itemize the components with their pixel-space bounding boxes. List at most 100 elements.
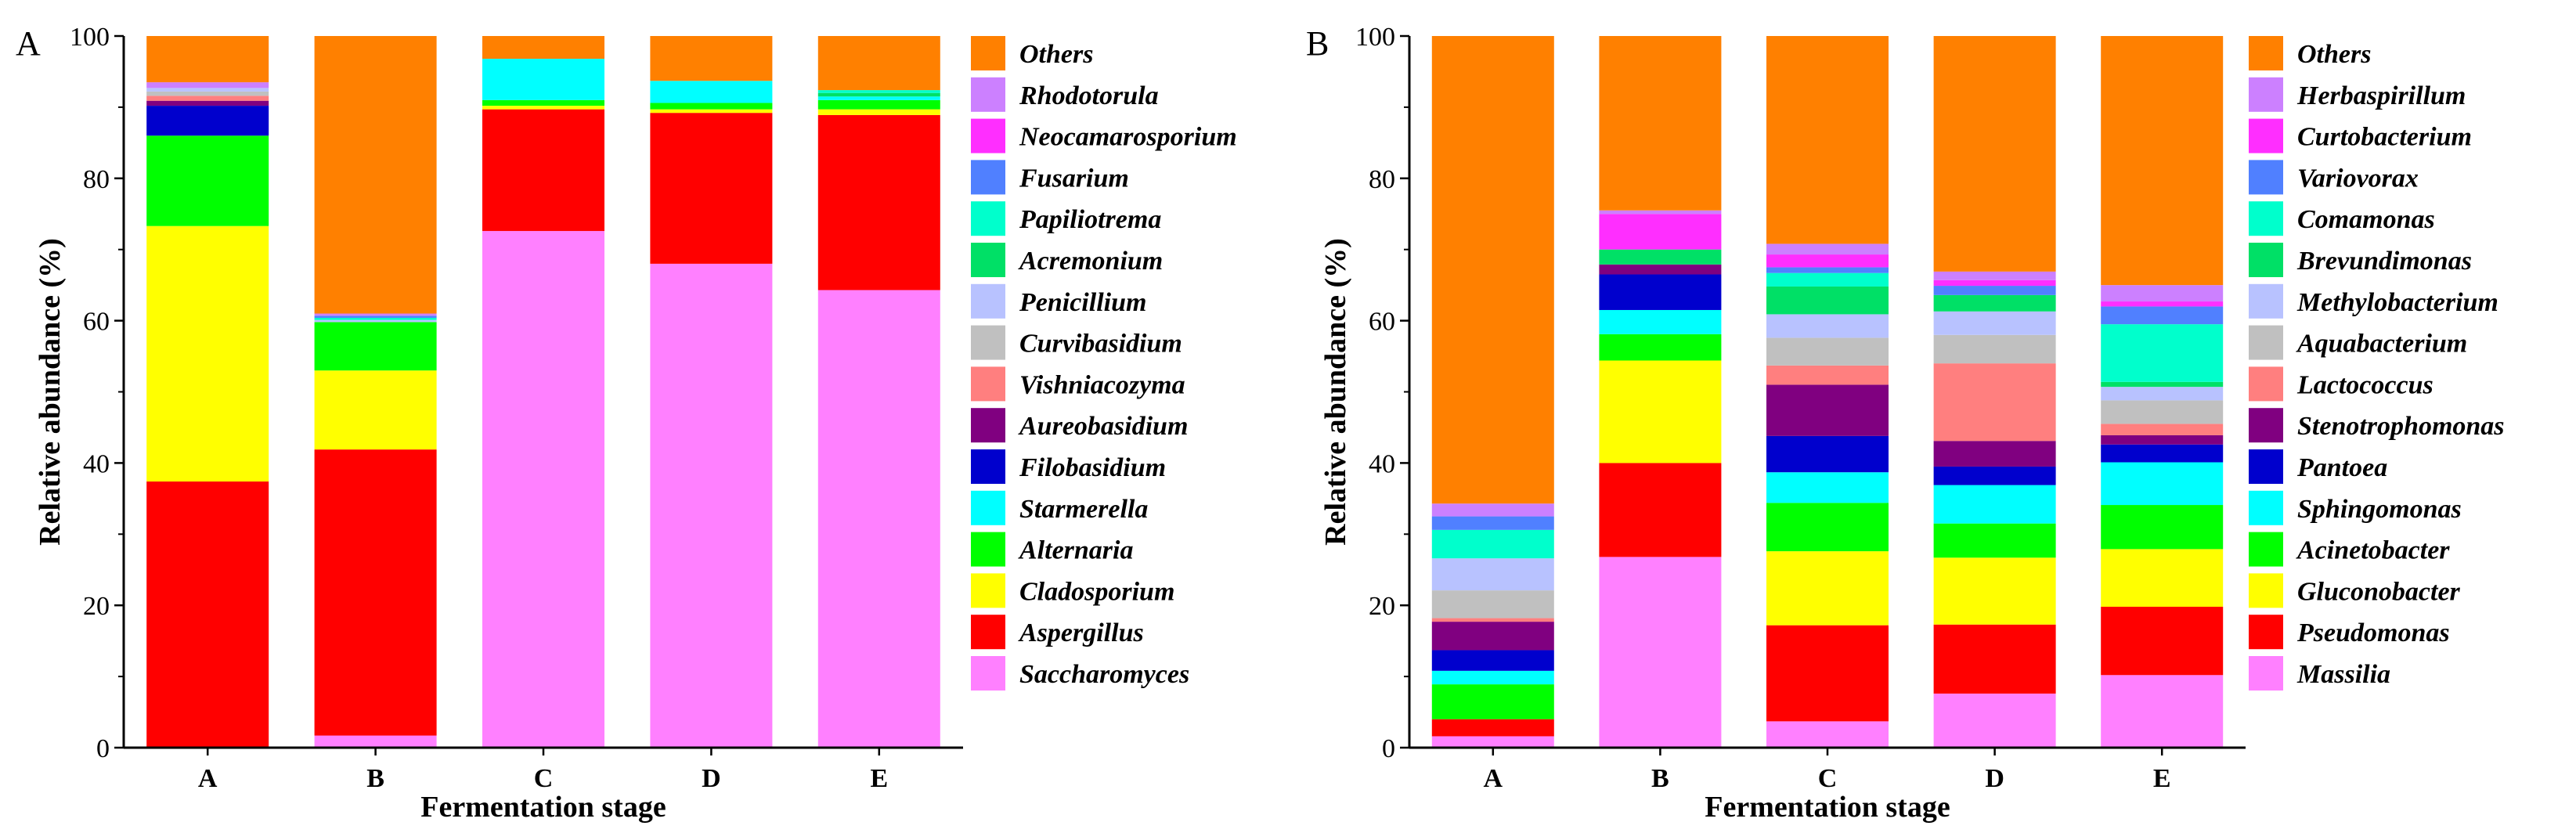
bar-segment-C-curtobacterium	[1766, 254, 1889, 268]
legend-swatch-curtobacterium	[2249, 118, 2283, 153]
panel-label: B	[1306, 24, 1329, 63]
bar-segment-E-herbaspirillum	[2101, 285, 2224, 302]
bar-segment-D-cladosporium	[650, 109, 773, 114]
bar-segment-B-brevundimonas	[1599, 249, 1722, 265]
y-tick-label: 80	[1369, 165, 1395, 194]
y-tick-label: 20	[83, 592, 110, 621]
bar-segment-B-papiliotrema	[314, 317, 437, 320]
bar-segment-C-cladosporium	[482, 106, 604, 110]
legend-label-alternaria: Alternaria	[1018, 536, 1133, 565]
legend-label-curtobacterium: Curtobacterium	[2297, 123, 2472, 152]
panel-label: A	[16, 24, 41, 63]
x-tick-label: A	[198, 764, 218, 793]
bar-segment-E-gluconobacter	[2101, 549, 2224, 608]
legend-label-others: Others	[1019, 40, 1093, 69]
legend-label-brevundimonas: Brevundimonas	[2296, 247, 2472, 276]
bar-segment-A-rhodotorula	[146, 82, 269, 88]
bar-segment-E-comamonas	[2101, 324, 2224, 382]
legend-swatch-acremonium	[971, 243, 1005, 277]
bar-segment-C-herbaspirillum	[1766, 243, 1889, 255]
bar-segment-C-starmerella	[482, 59, 604, 100]
bar-segment-B-cladosporium	[314, 370, 437, 450]
legend-swatch-gluconobacter	[2249, 573, 2283, 608]
y-tick-label: 60	[1369, 308, 1395, 337]
legend-label-lactococcus: Lactococcus	[2296, 370, 2433, 399]
legend-swatch-sphingomonas	[2249, 490, 2283, 525]
legend-label-penicillium: Penicillium	[1019, 288, 1146, 317]
bar-segment-C-methylobacterium	[1766, 314, 1889, 338]
x-tick-label: B	[1651, 764, 1669, 793]
bar-segment-A-filobasidium	[146, 106, 269, 136]
bar-segment-D-others	[650, 36, 773, 81]
bar-segment-A-vishniacozyma	[146, 96, 269, 101]
bar-segment-A-sphingomonas	[1431, 670, 1554, 685]
bar-segment-D-sphingomonas	[1933, 485, 2056, 524]
legend-swatch-massilia	[2249, 656, 2283, 691]
legend-swatch-starmerella	[971, 490, 1005, 525]
bar-segment-E-starmerella	[817, 96, 940, 100]
bar-segment-C-variovorax	[1766, 267, 1889, 273]
bar-segment-B-penicillium	[314, 319, 437, 323]
legend-label-others: Others	[2297, 40, 2371, 69]
bar-segment-D-aquabacterium	[1933, 334, 2056, 364]
x-tick-label: E	[2153, 764, 2171, 793]
bar-segment-E-pantoea	[2101, 444, 2224, 463]
bar-segment-C-brevundimonas	[1766, 286, 1889, 315]
legend-swatch-others	[971, 36, 1005, 70]
bar-segment-E-pseudomonas	[2101, 607, 2224, 676]
bar-segment-E-others	[2101, 36, 2224, 286]
bar-segment-A-stenotrophomonas	[1431, 622, 1554, 651]
bar-segment-C-others	[1766, 36, 1889, 244]
legend-label-herbaspirillum: Herbaspirillum	[2296, 81, 2466, 110]
bar-segment-B-others	[314, 36, 437, 314]
bar-segment-C-aspergillus	[482, 109, 604, 232]
bar-segment-B-rhodotorula	[314, 313, 437, 316]
bar-segment-C-pantoea	[1766, 435, 1889, 473]
bar-segment-A-comamonas	[1431, 529, 1554, 559]
bar-segment-B-curtobacterium	[1599, 214, 1722, 250]
x-tick-label: B	[366, 764, 384, 793]
legend-label-stenotrophomonas: Stenotrophomonas	[2297, 412, 2505, 441]
legend-swatch-rhodotorula	[971, 77, 1005, 112]
legend-swatch-curvibasidium	[971, 325, 1005, 360]
legend-swatch-others	[2249, 36, 2283, 70]
bar-segment-E-others	[817, 36, 940, 91]
bar-segment-A-curvibasidium	[146, 91, 269, 96]
legend-swatch-vishniacozyma	[971, 366, 1005, 402]
legend-label-rhodotorula: Rhodotorula	[1019, 81, 1159, 110]
bar-segment-D-methylobacterium	[1933, 311, 2056, 335]
bar-segment-E-aquabacterium	[2101, 400, 2224, 424]
x-tick-label: D	[702, 764, 721, 793]
x-tick-label: A	[1484, 764, 1503, 793]
bar-segment-E-lactococcus	[2101, 424, 2224, 435]
bar-segment-C-massilia	[1766, 721, 1889, 748]
y-axis-title: Relative abundance (%)	[34, 238, 67, 546]
legend-swatch-methylobacterium	[2249, 283, 2283, 319]
legend-swatch-filobasidium	[971, 449, 1005, 484]
legend-label-gluconobacter: Gluconobacter	[2297, 577, 2461, 606]
bar-segment-E-cladosporium	[817, 109, 940, 115]
bar-segment-A-pseudomonas	[1431, 719, 1554, 737]
bar-segment-A-variovorax	[1431, 516, 1554, 530]
y-tick-label: 40	[83, 449, 110, 478]
bar-segment-D-pantoea	[1933, 466, 2056, 485]
legend-label-acinetobacter: Acinetobacter	[2296, 536, 2450, 565]
legend-label-sphingomonas: Sphingomonas	[2297, 495, 2462, 524]
bar-segment-D-massilia	[1933, 693, 2056, 748]
bar-segment-D-lactococcus	[1933, 363, 2056, 442]
bar-segment-A-herbaspirillum	[1431, 503, 1554, 517]
bar-segment-E-variovorax	[2101, 306, 2224, 325]
panel-fungi: A A B C D E 0 20 40 60 80 100 Fermentation stage Rela…	[16, 23, 1237, 824]
bar-segment-A-aspergillus	[146, 481, 269, 748]
legend-swatch-papiliotrema	[971, 201, 1005, 236]
bar-segment-D-starmerella	[650, 81, 773, 103]
legend-swatch-comamonas	[2249, 201, 2283, 236]
legend-label-methylobacterium: Methylobacterium	[2296, 288, 2498, 317]
legend-swatch-herbaspirillum	[2249, 77, 2283, 112]
legend-swatch-aspergillus	[971, 615, 1005, 650]
bar-segment-E-massilia	[2101, 675, 2224, 748]
legend-label-curvibasidium: Curvibasidium	[1019, 330, 1182, 359]
legend-label-aspergillus: Aspergillus	[1018, 618, 1144, 647]
bar-segment-B-herbaspirillum	[1599, 210, 1722, 215]
